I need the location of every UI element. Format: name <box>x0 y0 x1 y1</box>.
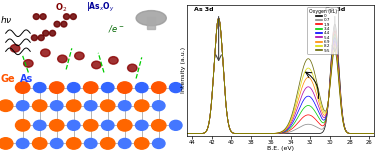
Circle shape <box>0 138 13 149</box>
Text: |As$_x$O$_y$: |As$_x$O$_y$ <box>86 1 115 14</box>
Circle shape <box>34 120 46 130</box>
Circle shape <box>84 120 98 131</box>
Circle shape <box>101 138 115 149</box>
Y-axis label: Intensity (a.u.): Intensity (a.u.) <box>181 47 186 93</box>
Ellipse shape <box>38 35 44 41</box>
Circle shape <box>85 101 97 111</box>
Circle shape <box>119 101 131 111</box>
Circle shape <box>152 82 166 93</box>
Text: As 3d: As 3d <box>194 7 214 12</box>
Circle shape <box>128 64 137 72</box>
Circle shape <box>85 138 97 148</box>
Text: Ge: Ge <box>1 74 15 84</box>
Circle shape <box>68 83 80 93</box>
Circle shape <box>67 138 81 149</box>
Circle shape <box>68 120 80 130</box>
Circle shape <box>33 100 47 111</box>
Ellipse shape <box>64 14 70 19</box>
Text: As: As <box>20 74 33 84</box>
Circle shape <box>109 57 118 64</box>
Text: $h\nu$: $h\nu$ <box>0 14 13 25</box>
Bar <box>147 17 155 29</box>
Circle shape <box>17 101 29 111</box>
Ellipse shape <box>70 14 76 19</box>
Circle shape <box>75 52 84 60</box>
Circle shape <box>51 101 63 111</box>
Ellipse shape <box>43 30 49 36</box>
Circle shape <box>152 120 166 131</box>
Circle shape <box>102 83 114 93</box>
Circle shape <box>170 120 182 130</box>
Text: O$_2$: O$_2$ <box>55 2 67 14</box>
Circle shape <box>57 55 67 63</box>
Text: Ge 3d: Ge 3d <box>325 7 345 12</box>
Circle shape <box>17 138 29 148</box>
Circle shape <box>135 100 149 111</box>
Circle shape <box>15 120 30 131</box>
Circle shape <box>136 120 148 130</box>
Circle shape <box>50 82 64 93</box>
Circle shape <box>118 82 132 93</box>
Circle shape <box>101 100 115 111</box>
Circle shape <box>23 60 33 67</box>
Circle shape <box>119 138 131 148</box>
Text: /$e^-$: /$e^-$ <box>108 23 124 34</box>
Ellipse shape <box>61 21 67 27</box>
Circle shape <box>50 120 64 131</box>
Circle shape <box>84 82 98 93</box>
Circle shape <box>15 82 30 93</box>
Circle shape <box>67 100 81 111</box>
Ellipse shape <box>54 21 60 27</box>
Ellipse shape <box>50 30 56 36</box>
Circle shape <box>41 49 50 57</box>
Ellipse shape <box>136 11 166 26</box>
X-axis label: B.E. (eV): B.E. (eV) <box>267 146 294 151</box>
Legend: 0, 0.7, 1.9, 3.4, 4.4, 5.4, 6.9, 8.2, 9.5: 0, 0.7, 1.9, 3.4, 4.4, 5.4, 6.9, 8.2, 9.… <box>307 7 338 54</box>
Circle shape <box>153 138 165 148</box>
Circle shape <box>11 45 20 52</box>
Circle shape <box>170 83 182 93</box>
Circle shape <box>33 138 47 149</box>
Ellipse shape <box>33 14 39 19</box>
Circle shape <box>136 83 148 93</box>
Circle shape <box>118 120 132 131</box>
Ellipse shape <box>40 14 46 19</box>
Circle shape <box>51 138 63 148</box>
Circle shape <box>153 101 165 111</box>
Circle shape <box>0 100 13 111</box>
Circle shape <box>91 61 101 69</box>
Circle shape <box>102 120 114 130</box>
Circle shape <box>34 83 46 93</box>
Circle shape <box>135 138 149 149</box>
Ellipse shape <box>31 35 37 41</box>
